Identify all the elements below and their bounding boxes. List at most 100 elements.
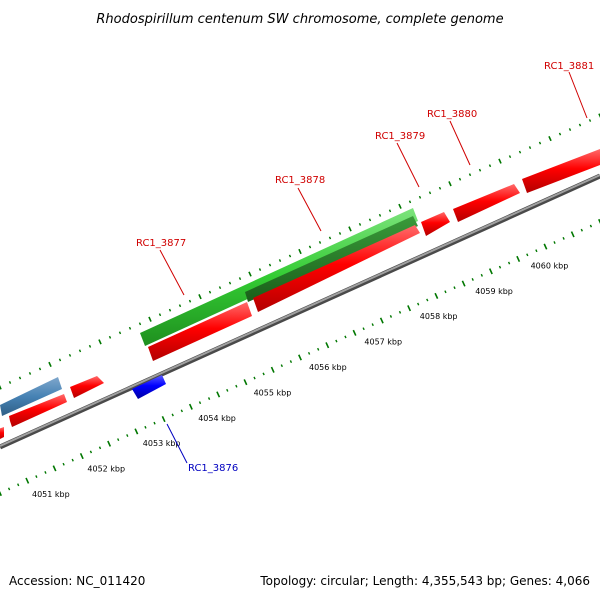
gene-arrow[interactable] (453, 184, 520, 222)
minor-tick (68, 353, 72, 357)
major-tick (25, 477, 30, 484)
minor-tick (78, 349, 82, 353)
minor-tick (335, 339, 338, 343)
minor-tick (153, 421, 156, 425)
major-tick (48, 361, 52, 368)
major-tick (134, 428, 139, 435)
gene-arrow[interactable] (421, 212, 450, 236)
gene-arrow[interactable] (522, 149, 600, 193)
minor-tick (558, 132, 562, 136)
minor-tick (538, 141, 542, 145)
major-tick (461, 280, 466, 287)
major-tick (161, 416, 166, 423)
major-tick (398, 203, 402, 209)
gene-label-rc1-3876[interactable]: RC1_3876 (188, 463, 238, 474)
minor-tick (562, 236, 565, 240)
minor-tick (507, 261, 511, 265)
accession-text: Accession: NC_011420 (9, 574, 146, 588)
major-tick (598, 218, 600, 224)
minor-tick (480, 273, 483, 277)
major-tick (188, 403, 193, 410)
major-tick (0, 491, 2, 497)
minor-tick (358, 222, 362, 226)
minor-tick (338, 231, 342, 235)
gene-label-rc1-3879[interactable]: RC1_3879 (375, 131, 425, 142)
minor-tick (535, 249, 538, 253)
major-tick (198, 294, 202, 300)
scale-label: 4060 kbp (531, 261, 569, 270)
minor-tick (235, 384, 238, 388)
minor-tick (471, 278, 474, 281)
major-tick (216, 391, 221, 398)
major-tick (488, 268, 493, 275)
minor-tick (38, 367, 42, 371)
minor-tick (388, 209, 392, 213)
minor-tick (238, 277, 242, 281)
minor-tick (62, 462, 65, 466)
minor-tick (589, 224, 593, 228)
gene-label-rc1-3880[interactable]: RC1_3880 (427, 109, 477, 120)
minor-tick (438, 186, 442, 190)
minor-tick (580, 228, 583, 232)
major-tick (79, 452, 84, 460)
major-tick (434, 292, 439, 299)
minor-tick (71, 458, 74, 462)
features (0, 149, 600, 440)
minor-tick (588, 119, 592, 122)
major-tick (407, 305, 412, 312)
minor-tick (98, 446, 102, 450)
minor-tick (578, 123, 582, 127)
minor-tick (258, 268, 262, 271)
minor-tick (518, 150, 522, 154)
minor-tick (198, 401, 202, 405)
minor-tick (568, 128, 572, 131)
minor-tick (117, 438, 120, 442)
scale-label: 4059 kbp (475, 287, 513, 296)
highlighted-feature-shade (245, 216, 418, 302)
minor-tick (253, 376, 256, 380)
major-tick (379, 317, 384, 324)
gene-label-rc1-3878[interactable]: RC1_3878 (275, 175, 325, 186)
minor-tick (168, 308, 172, 312)
minor-tick (389, 314, 393, 318)
major-tick (243, 379, 248, 386)
minor-tick (362, 327, 365, 331)
minor-tick (180, 409, 183, 413)
minor-tick (426, 298, 429, 302)
major-tick (0, 385, 2, 390)
gene-arrow[interactable] (148, 302, 252, 361)
gene-arrow[interactable] (253, 225, 420, 312)
minor-tick (308, 245, 312, 249)
label-leaders (159, 71, 588, 464)
minor-tick (288, 254, 292, 258)
major-tick (516, 255, 521, 263)
scale-label: 4057 kbp (364, 338, 402, 347)
major-tick (298, 248, 302, 255)
minor-tick (28, 372, 32, 375)
minor-tick (453, 286, 456, 290)
rna-feature[interactable] (0, 377, 62, 416)
minor-tick (378, 213, 382, 217)
minor-tick (289, 360, 293, 364)
gene-label-rc1-3877[interactable]: RC1_3877 (136, 238, 186, 249)
minor-tick (508, 155, 512, 159)
major-tick (548, 135, 552, 142)
gene-arrow[interactable] (9, 394, 67, 427)
major-tick (498, 158, 502, 164)
scale-tick-row (0, 218, 600, 497)
gene-arrow-reverse[interactable] (132, 375, 166, 399)
gene-label-rc1-3881[interactable]: RC1_3881 (544, 61, 594, 72)
minor-tick (88, 344, 92, 348)
major-tick (352, 329, 357, 336)
minor-tick (368, 218, 372, 222)
minor-tick (138, 322, 142, 326)
scale-label: 4053 kbp (143, 439, 181, 448)
major-tick (270, 366, 275, 373)
minor-tick (158, 313, 162, 317)
scale-label: 4052 kbp (87, 465, 125, 474)
gene-arrow[interactable] (0, 427, 4, 440)
scale-label: 4054 kbp (198, 414, 236, 423)
gene-arrow[interactable] (70, 376, 104, 398)
minor-tick (444, 290, 447, 294)
major-tick (325, 342, 330, 349)
